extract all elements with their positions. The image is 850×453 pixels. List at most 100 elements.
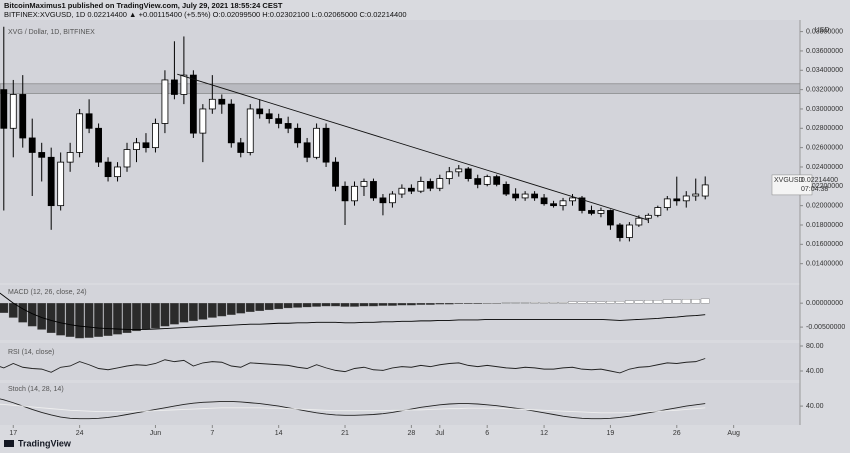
macd-bar bbox=[425, 303, 435, 305]
y-tick-label: -0.00500000 bbox=[806, 324, 845, 331]
candle-body bbox=[294, 127, 302, 144]
candle-body bbox=[227, 103, 235, 144]
x-tick-label: Jul bbox=[435, 430, 444, 437]
macd-bar bbox=[444, 303, 454, 305]
resistance-zone bbox=[0, 83, 800, 94]
macd-bar bbox=[340, 303, 350, 307]
y-tick-label: 0.02200000 bbox=[806, 183, 843, 190]
candle-body bbox=[417, 181, 425, 192]
macd-bar bbox=[378, 303, 388, 306]
macd-bar bbox=[435, 303, 445, 305]
candle-body bbox=[483, 176, 491, 185]
macd-bar bbox=[454, 303, 464, 304]
y-tick-label: 0.02400000 bbox=[806, 164, 843, 171]
y-tick-label: 0.01800000 bbox=[806, 222, 843, 229]
macd-bar bbox=[359, 303, 369, 307]
macd-bar bbox=[530, 302, 539, 304]
candle-body bbox=[663, 198, 671, 208]
candle-body bbox=[322, 127, 330, 163]
macd-bar bbox=[577, 301, 587, 304]
macd-bar bbox=[264, 303, 274, 311]
candle-body bbox=[550, 203, 557, 207]
indicator-line bbox=[0, 403, 706, 414]
candle-body bbox=[284, 123, 292, 129]
candle-body bbox=[379, 197, 387, 204]
candle-body bbox=[607, 210, 614, 226]
brand-logo: TradingView bbox=[4, 438, 72, 448]
candle-body bbox=[133, 142, 140, 150]
macd-bar bbox=[160, 303, 170, 327]
candles bbox=[0, 26, 800, 242]
candle-body bbox=[531, 193, 538, 199]
macd-bar bbox=[46, 303, 56, 333]
candle-body bbox=[389, 193, 396, 204]
candle-body bbox=[332, 161, 339, 187]
candle-body bbox=[578, 197, 586, 211]
candle-body bbox=[218, 98, 226, 105]
candle-body bbox=[76, 113, 84, 153]
candle-body bbox=[559, 200, 567, 207]
macd-bar bbox=[0, 303, 9, 313]
macd-bar bbox=[397, 303, 407, 306]
candle-body bbox=[370, 181, 377, 199]
candle-body bbox=[701, 184, 709, 197]
macd-bar bbox=[350, 303, 359, 307]
x-tick-label: 24 bbox=[76, 430, 84, 437]
macd-bar bbox=[662, 299, 672, 304]
y-tick-label: 0.02600000 bbox=[806, 144, 843, 151]
macd-bar bbox=[27, 303, 37, 327]
candle-body bbox=[38, 152, 46, 158]
macd-bar bbox=[189, 303, 198, 322]
candle-body bbox=[540, 197, 548, 205]
x-tick-label: 28 bbox=[407, 430, 415, 437]
y-tick-label: 40.00 bbox=[806, 403, 824, 410]
y-tick-label: 0.00000000 bbox=[806, 300, 843, 307]
macd-bar bbox=[207, 303, 217, 318]
macd-line bbox=[0, 292, 706, 330]
macd-bar bbox=[520, 302, 530, 304]
candle-body bbox=[66, 152, 74, 163]
x-tick-label: 12 bbox=[540, 430, 548, 437]
candle-body bbox=[569, 197, 576, 202]
symbol-line: BITFINEX:XVGUSD, 1D 0.02214400 ▲ +0.0011… bbox=[4, 10, 407, 19]
candle-body bbox=[161, 79, 169, 124]
macd-bar bbox=[65, 303, 75, 337]
candle-body bbox=[445, 171, 453, 179]
candle-body bbox=[265, 113, 273, 120]
macd-bar bbox=[198, 303, 208, 320]
macd-bar bbox=[511, 302, 520, 304]
macd-bar bbox=[672, 299, 682, 304]
candle-body bbox=[673, 198, 681, 202]
candle-body bbox=[682, 195, 690, 202]
candle-body bbox=[474, 178, 482, 185]
y-tick-label: 0.01400000 bbox=[806, 261, 843, 268]
candle-body bbox=[360, 181, 368, 187]
candle-body bbox=[426, 181, 434, 189]
macd bbox=[0, 292, 710, 339]
macd-bar bbox=[539, 302, 549, 304]
candle-body bbox=[275, 118, 283, 124]
plot-layer: 0.01400000 0.01600000 0.01800000 0.02000000… bbox=[0, 26, 845, 437]
macd-bar bbox=[700, 298, 710, 304]
y-tick-label: 0.03200000 bbox=[806, 86, 843, 93]
macd-bar bbox=[151, 303, 160, 329]
macd-bar bbox=[179, 303, 189, 323]
y-tick-label: 0.03400000 bbox=[806, 67, 843, 74]
y-tick-label: 0.02000000 bbox=[806, 202, 843, 209]
candle-body bbox=[123, 149, 131, 168]
candle-body bbox=[616, 224, 624, 238]
trendline bbox=[177, 73, 649, 221]
macd-bar bbox=[558, 302, 568, 304]
candle-body bbox=[588, 210, 595, 214]
brand: TradingView bbox=[18, 438, 72, 448]
pane-title: XVG / Dollar, 1D, BITFINEX bbox=[8, 29, 95, 36]
x-tick-label: 6 bbox=[485, 430, 489, 437]
macd-bar bbox=[18, 303, 28, 323]
candle-body bbox=[351, 185, 358, 202]
macd-bar bbox=[407, 303, 416, 306]
y-tick-label: 0.03000000 bbox=[806, 106, 843, 113]
indicator-line bbox=[0, 398, 706, 420]
macd-bar bbox=[312, 303, 321, 307]
macd-bar bbox=[37, 303, 47, 330]
candle-body bbox=[512, 193, 520, 199]
